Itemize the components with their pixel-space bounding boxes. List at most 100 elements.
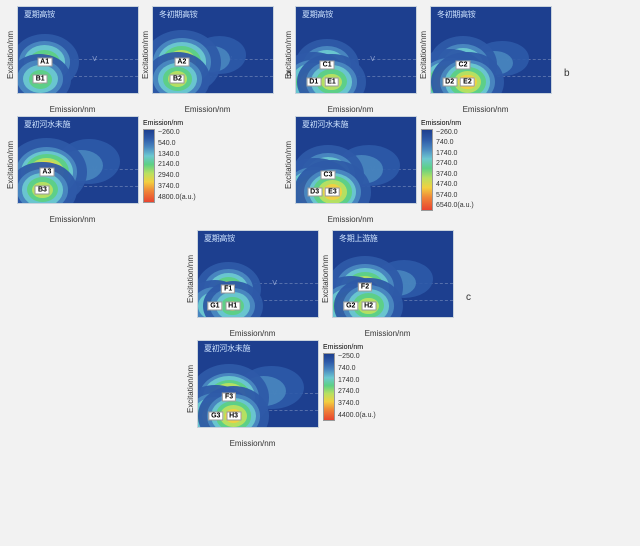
x-axis-label: Emission/nm [365, 329, 411, 338]
colorbar-tick-label: 3740.0 [436, 171, 474, 178]
tick-label: 400 [65, 93, 77, 94]
peak-label: H3 [226, 411, 241, 420]
colorbar-gradient [421, 129, 433, 211]
panel-title: 夏初河水未施 [24, 119, 70, 130]
panel-wrap: Excitation/nm冬期上游施ⅠⅡⅣⅤF2G2H2250300350400… [321, 230, 454, 338]
panel-title: 冬初期高铵 [437, 9, 476, 20]
panel-title: 夏初河水未施 [302, 119, 348, 130]
tick-label: 300 [299, 203, 311, 204]
tick-label: 450 [88, 203, 100, 204]
x-axis-label: Emission/nm [185, 105, 231, 114]
tick-label: 450 [403, 317, 415, 318]
tick-label: 450 [268, 317, 280, 318]
y-axis-label: Excitation/nm [321, 255, 330, 303]
tick-label: 550 [132, 203, 139, 204]
tick-label: 300 [434, 93, 446, 94]
peak-label: C3 [321, 170, 336, 179]
eem-plot: 夏期高铵ⅠⅡⅣⅤA1B12503003504004503003504004505… [17, 6, 139, 94]
x-ticks: 300350400450500550 [198, 427, 318, 428]
colorbar-tick-label: 3740.0 [338, 400, 376, 407]
bottom-row: Excitation/nm夏期高铵ⅠⅡⅣⅤF1G1H12503003504004… [6, 230, 634, 448]
peak-label: F2 [358, 283, 372, 292]
peak-label: G1 [207, 301, 222, 310]
panel-wrap: Excitation/nm夏期高铵ⅠⅡⅣⅤF1G1H12503003504004… [186, 230, 319, 338]
peak-label: G3 [208, 411, 223, 420]
colorbar-top-label: Emission/nm [323, 344, 363, 351]
y-axis-label: Excitation/nm [6, 141, 15, 189]
x-ticks: 300350400450500550 [198, 317, 318, 318]
colorbar-tick-label: 1740.0 [436, 150, 474, 157]
colorbar-tick-label: 4740.0 [436, 181, 474, 188]
colorbar-tick-label: 6540.0(a.u.) [436, 202, 474, 209]
eem-plot: 夏期高铵ⅠⅡⅣⅤF1G1H125030035040045030035040045… [197, 230, 319, 318]
tick-label: 400 [245, 427, 257, 428]
colorbar-tick-label: 5740.0 [436, 192, 474, 199]
tick-label: 400 [343, 203, 355, 204]
region-marker: Ⅴ [91, 55, 98, 63]
colorbar-tick-label: 2740.0 [338, 388, 376, 395]
x-ticks: 300350400450500550 [333, 317, 453, 318]
colorbar: Emission/nm~260.0740.01740.02740.03740.0… [421, 120, 474, 211]
peak-label: H2 [361, 301, 376, 310]
tick-label: 500 [290, 317, 302, 318]
panel-title: 冬期上游施 [339, 233, 378, 244]
tick-label: 350 [456, 93, 468, 94]
panel-title: 夏期高铵 [204, 233, 235, 244]
peak-label: A1 [37, 58, 52, 67]
tick-label: 500 [425, 317, 437, 318]
peak-label: H1 [225, 301, 240, 310]
colorbar: Emission/nm~260.0540.01340.02140.02940.0… [143, 120, 196, 203]
tick-label: 500 [388, 93, 400, 94]
colorbar-tick-label: 1340.0 [158, 151, 196, 158]
tick-label: 550 [410, 93, 417, 94]
x-ticks: 300350400450500550 [18, 93, 138, 94]
x-ticks: 300350400450500550 [431, 93, 551, 94]
colorbar-tick-label: ~260.0 [436, 129, 474, 136]
y-axis-label: Excitation/nm [6, 31, 15, 79]
group-label-b: b [564, 68, 570, 79]
tick-label: 550 [312, 317, 319, 318]
tick-label: 450 [366, 203, 378, 204]
panel-grid: Excitation/nm夏期高铵ⅠⅡⅣⅤA1B1250300350400450… [6, 6, 274, 224]
eem-plot: 冬初期高铵ⅠⅡⅣⅤA2B2250300350400450300350400450… [152, 6, 274, 94]
colorbar-ticks: ~250.0740.01740.02740.03740.04400.0(a.u.… [338, 353, 376, 419]
x-axis-label: Emission/nm [328, 215, 374, 224]
tick-label: 550 [132, 93, 139, 94]
tick-label: 300 [156, 93, 168, 94]
tick-label: 500 [290, 427, 302, 428]
panel-wrap: Excitation/nm夏初河水未施ⅠⅡⅣⅤC3D3E325030035040… [284, 116, 417, 224]
colorbar: Emission/nm~250.0740.01740.02740.03740.0… [323, 344, 376, 421]
colorbar-tick-label: 4800.0(a.u.) [158, 194, 196, 201]
tick-label: 350 [43, 203, 55, 204]
colorbar-ticks: ~260.0740.01740.02740.03740.04740.05740.… [436, 129, 474, 209]
y-axis-label: Excitation/nm [186, 365, 195, 413]
x-axis-label: Emission/nm [230, 329, 276, 338]
x-ticks: 300350400450500550 [18, 203, 138, 204]
tick-label: 500 [245, 93, 257, 94]
tick-label: 550 [267, 93, 274, 94]
tick-label: 550 [447, 317, 454, 318]
group-label-c: c [466, 292, 471, 303]
tick-label: 400 [200, 93, 212, 94]
tick-label: 550 [410, 203, 417, 204]
colorbar-tick-label: 1740.0 [338, 377, 376, 384]
x-ticks: 300350400450500550 [296, 93, 416, 94]
tick-label: 350 [223, 317, 235, 318]
peak-label: A2 [174, 58, 189, 67]
panel-title: 夏期高铵 [24, 9, 55, 20]
tick-label: 500 [523, 93, 535, 94]
tick-label: 450 [268, 427, 280, 428]
panel-grid: Excitation/nm夏期高铵ⅠⅡⅣⅤF1G1H12503003504004… [186, 230, 454, 448]
tick-label: 350 [43, 93, 55, 94]
tick-label: 500 [388, 203, 400, 204]
tick-label: 400 [65, 203, 77, 204]
y-axis-label: Excitation/nm [284, 31, 293, 79]
x-axis-label: Emission/nm [230, 439, 276, 448]
tick-label: 350 [321, 93, 333, 94]
panel-grid: Excitation/nm夏期高铵ⅠⅡⅣⅤC1D1E12503003504004… [284, 6, 552, 224]
colorbar-tick-label: 740.0 [436, 139, 474, 146]
colorbar-gradient [143, 129, 155, 203]
colorbar-tick-label: 540.0 [158, 140, 196, 147]
figure-root: Excitation/nm夏期高铵ⅠⅡⅣⅤA1B1250300350400450… [6, 6, 634, 448]
colorbar-ticks: ~260.0540.01340.02140.02940.03740.04800.… [158, 129, 196, 201]
